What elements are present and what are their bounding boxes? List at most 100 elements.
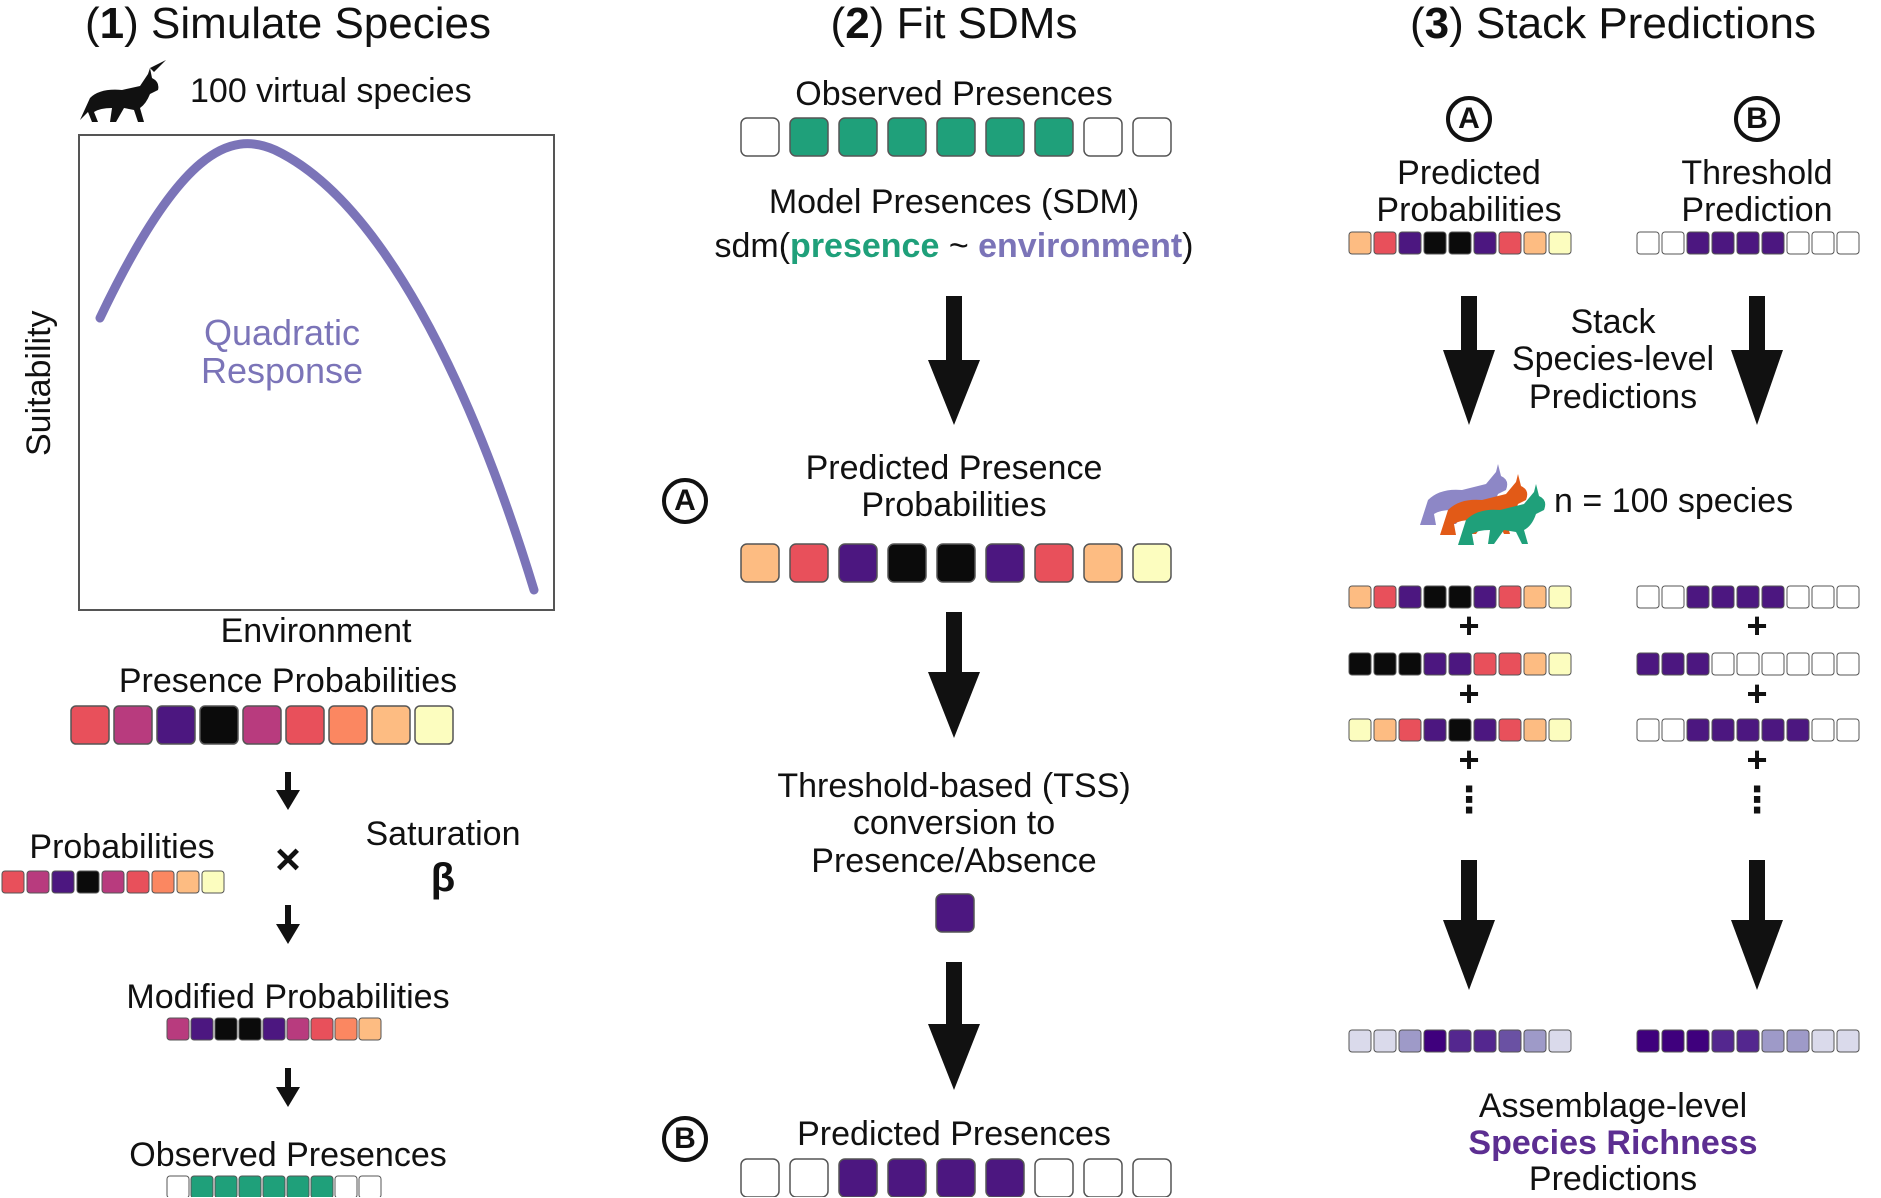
panel-1-title: (1) Simulate Species <box>85 0 491 48</box>
left-presence-prob-square <box>242 705 282 745</box>
mid-observed-presences-label: Observed Presences <box>795 75 1113 113</box>
mid-predicted-prob-square <box>1083 543 1123 583</box>
right-a-1-square <box>1373 585 1397 609</box>
probabilities-label: Probabilities <box>29 828 215 866</box>
right-b-2-square <box>1836 652 1860 676</box>
right-a-2-square <box>1548 652 1572 676</box>
left-presence-prob-square <box>414 705 454 745</box>
curve-label: Quadratic Response <box>200 312 364 391</box>
right-b-final-square <box>1711 1029 1735 1053</box>
right-a-top-square <box>1398 231 1422 255</box>
left-presence-prob-square <box>328 705 368 745</box>
right-b-1-square <box>1711 585 1735 609</box>
right-a-2-square <box>1348 652 1372 676</box>
predicted-presences-label: Predicted Presences <box>797 1115 1111 1153</box>
right-a-1-square <box>1548 585 1572 609</box>
modified-probabilities-label: Modified Probabilities <box>126 978 450 1016</box>
right-b-1-square <box>1661 585 1685 609</box>
left-probabilities-square <box>201 870 225 894</box>
right-b-final-square <box>1661 1029 1685 1053</box>
left-observed-square <box>166 1175 190 1197</box>
left-observed-square <box>358 1175 382 1197</box>
predicted-presence-probabilities-label: Predicted Presence Probabilities <box>805 449 1103 525</box>
dots-b: ⋮ <box>1739 779 1775 820</box>
right-a-top-square <box>1448 231 1472 255</box>
left-observed-square <box>190 1175 214 1197</box>
left-modified-square <box>238 1017 262 1041</box>
left-observed-square <box>214 1175 238 1197</box>
right-b-3-square <box>1836 718 1860 742</box>
n-species-label: n = 100 species <box>1554 482 1794 520</box>
color-strips <box>1 117 1860 1197</box>
right-b-top-square <box>1661 231 1685 255</box>
quadratic-response-curve <box>95 139 539 595</box>
predicted-probabilities-label: Predicted Probabilities <box>1376 154 1562 230</box>
beta-symbol: β <box>430 856 456 900</box>
right-a-1-square <box>1398 585 1422 609</box>
right-a-top-square <box>1548 231 1572 255</box>
right-b-3-square <box>1811 718 1835 742</box>
right-a-top-square <box>1473 231 1497 255</box>
right-a-3-square <box>1548 718 1572 742</box>
assemblage-label: Assemblage-level Species Richness Predic… <box>1468 1087 1758 1198</box>
right-a-3-square <box>1498 718 1522 742</box>
left-probabilities-square <box>101 870 125 894</box>
left-modified-square <box>334 1017 358 1041</box>
model-presences-label: Model Presences (SDM) <box>768 183 1140 221</box>
right-a-top-square <box>1523 231 1547 255</box>
left-presence-prob-square <box>371 705 411 745</box>
right-b-2-square <box>1736 652 1760 676</box>
stack-predictions-label: Stack Species-level Predictions <box>1511 303 1715 416</box>
right-b-final-square <box>1811 1029 1835 1053</box>
right-b-1-square <box>1636 585 1660 609</box>
right-b-3-square <box>1761 718 1785 742</box>
left-probabilities-square <box>151 870 175 894</box>
left-modified-square <box>310 1017 334 1041</box>
right-a-final-square <box>1448 1029 1472 1053</box>
right-b-2-square <box>1686 652 1710 676</box>
right-b-final-square <box>1736 1029 1760 1053</box>
right-b-1-square <box>1836 585 1860 609</box>
left-presence-prob-square <box>113 705 153 745</box>
right-b-3-square <box>1736 718 1760 742</box>
right-a-2-square <box>1398 652 1422 676</box>
marker-a-right: A <box>1446 96 1492 142</box>
right-a-2-square <box>1448 652 1472 676</box>
threshold-prediction-label: Threshold Prediction <box>1681 154 1833 230</box>
mid-predicted-prob-square <box>985 543 1025 583</box>
right-a-3-square <box>1398 718 1422 742</box>
right-a-3-square <box>1523 718 1547 742</box>
right-b-2-square <box>1661 652 1685 676</box>
left-modified-square <box>190 1017 214 1041</box>
mid-predicted-presences-square <box>1132 1158 1172 1197</box>
left-probabilities-square <box>176 870 200 894</box>
right-a-final-square <box>1423 1029 1447 1053</box>
right-a-3-square <box>1423 718 1447 742</box>
mid-predicted-presences-square <box>838 1158 878 1197</box>
unicorn-herd-icon <box>1420 464 1546 545</box>
right-b-3-square <box>1786 718 1810 742</box>
mid-predicted-presences-square <box>789 1158 829 1197</box>
mid-observed-square <box>936 117 976 157</box>
middle-big-arrows <box>928 296 980 1090</box>
right-a-final-square <box>1498 1029 1522 1053</box>
right-a-3-square <box>1473 718 1497 742</box>
left-presence-prob-square <box>156 705 196 745</box>
right-a-2-square <box>1523 652 1547 676</box>
right-b-2-square <box>1761 652 1785 676</box>
right-a-top-square <box>1423 231 1447 255</box>
left-probabilities-square <box>76 870 100 894</box>
right-b-final-square <box>1786 1029 1810 1053</box>
right-b-top-square <box>1811 231 1835 255</box>
right-a-final-square <box>1398 1029 1422 1053</box>
virtual-species-label: 100 virtual species <box>190 72 472 110</box>
right-b-top-square <box>1736 231 1760 255</box>
x-axis-label: Environment <box>220 612 412 650</box>
plus-a-2: + <box>1458 673 1480 714</box>
right-big-arrows <box>1443 296 1783 990</box>
left-modified-square <box>358 1017 382 1041</box>
left-presence-prob-square <box>199 705 239 745</box>
right-a-final-square <box>1523 1029 1547 1053</box>
right-b-2-square <box>1786 652 1810 676</box>
right-b-top-square <box>1636 231 1660 255</box>
